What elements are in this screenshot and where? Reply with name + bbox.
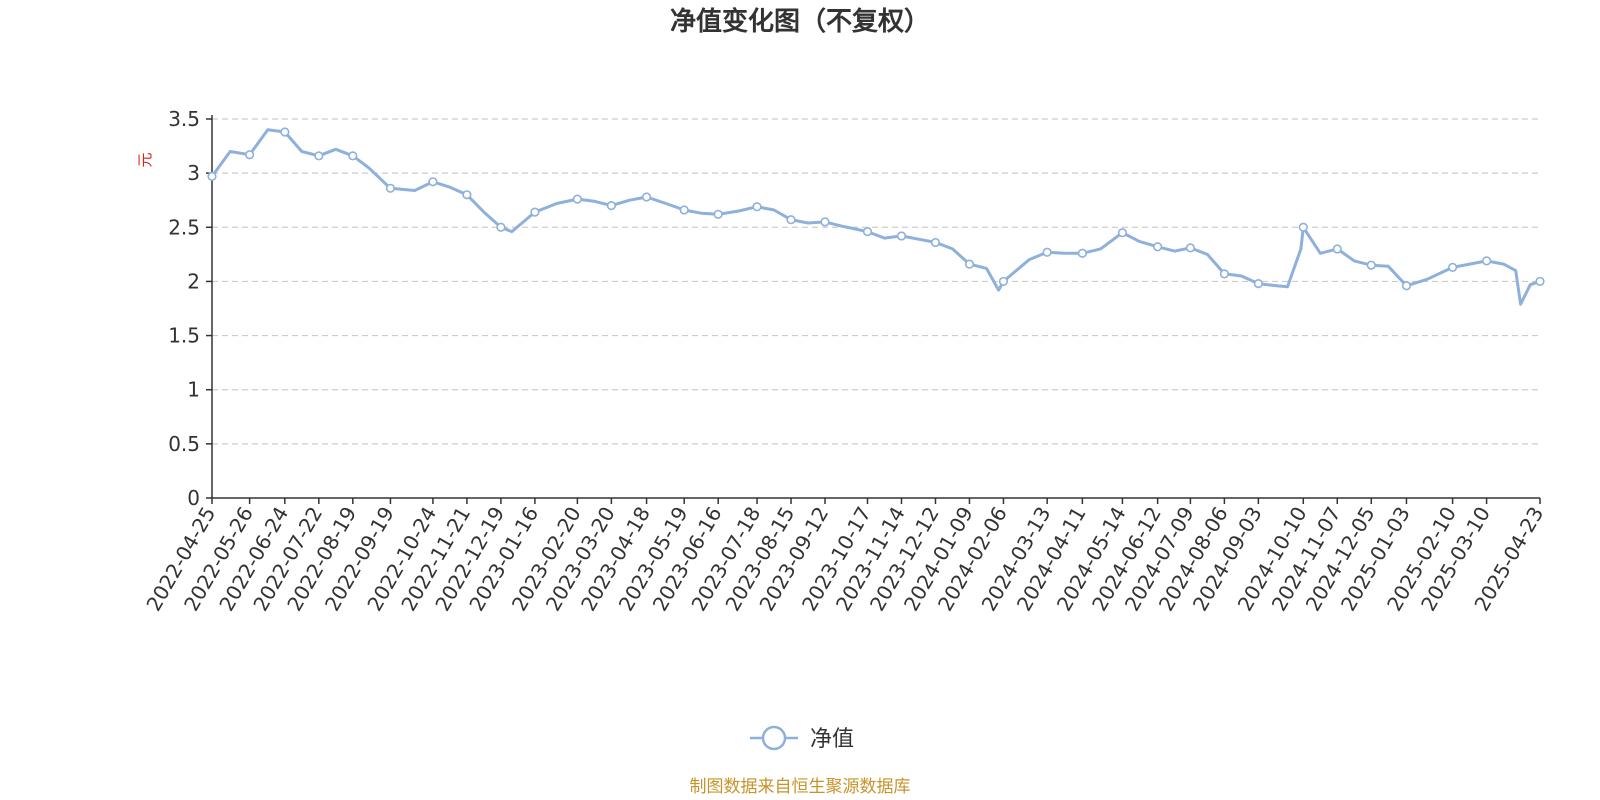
y-tick-label: 0.5 — [168, 432, 200, 456]
legend-circle-icon — [761, 725, 787, 751]
data-point — [862, 227, 873, 237]
data-point — [1401, 281, 1412, 291]
data-point — [428, 177, 438, 187]
data-point — [964, 259, 975, 269]
data-point — [348, 151, 358, 161]
data-point — [641, 192, 652, 202]
chart-title: 净值变化图（不复权） — [670, 6, 930, 37]
source-note: 制图数据来自恒生聚源数据库 — [690, 777, 911, 797]
data-point — [1535, 276, 1545, 287]
data-point — [280, 127, 290, 137]
y-tick-label: 2 — [187, 269, 200, 293]
y-tick-label: 1.5 — [168, 324, 200, 348]
data-point — [245, 150, 255, 160]
data-point — [752, 202, 762, 212]
data-point — [530, 207, 540, 217]
y-tick-labels: 0 0.5 1 1.5 2 2.5 3 3.5 — [168, 107, 200, 510]
y-axis-label: 元 — [136, 152, 154, 167]
data-point — [1077, 248, 1087, 258]
data-point — [207, 171, 217, 181]
data-point — [896, 231, 907, 241]
data-point — [998, 276, 1009, 287]
data-point — [462, 190, 472, 200]
data-point — [1042, 247, 1052, 257]
data-point — [496, 222, 506, 232]
data-point — [1332, 244, 1342, 254]
y-tick-label: 3.5 — [168, 107, 200, 131]
data-point — [1447, 262, 1458, 272]
y-tick-label: 0 — [187, 486, 200, 510]
data-point — [1185, 243, 1195, 253]
series-points — [207, 127, 1545, 291]
series-line-jingzhi — [210, 128, 1542, 306]
data-point — [930, 237, 941, 248]
data-point — [1253, 278, 1263, 289]
legend-label: 净值 — [810, 727, 854, 752]
data-point — [786, 215, 796, 225]
grid — [212, 118, 1540, 445]
data-point — [314, 151, 324, 161]
y-tick-label: 2.5 — [168, 215, 200, 239]
data-point — [1481, 256, 1492, 266]
y-tick-label: 3 — [187, 161, 200, 185]
y-tick-label: 1 — [187, 378, 200, 402]
data-point — [1366, 260, 1376, 270]
data-point — [1219, 269, 1229, 279]
data-point — [1298, 222, 1308, 232]
data-point — [820, 217, 830, 227]
data-point — [679, 205, 689, 215]
data-point — [1153, 242, 1163, 252]
data-point — [1117, 228, 1128, 238]
legend[interactable]: 净值 — [750, 725, 854, 752]
data-point — [385, 183, 396, 193]
x-tick-labels: 2022-04-252022-05-262022-06-242022-07-22… — [141, 502, 1548, 615]
data-point — [606, 201, 616, 211]
data-point — [572, 194, 582, 204]
data-point — [713, 209, 723, 219]
